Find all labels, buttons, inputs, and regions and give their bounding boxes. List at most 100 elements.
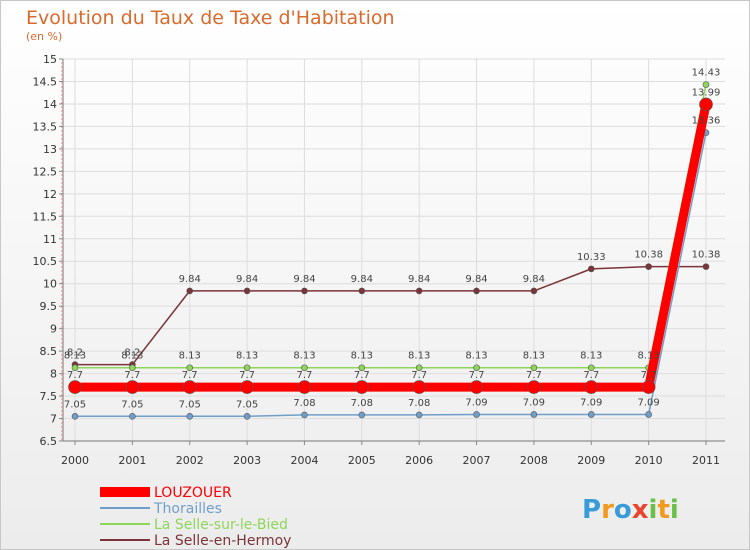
data-label: 8.13 — [351, 351, 373, 362]
series-2-point — [702, 81, 710, 88]
series-2-point — [415, 364, 423, 372]
chart-title: Evolution du Taux de Taxe d'Habitation — [26, 7, 395, 29]
data-label: 7.7 — [411, 370, 427, 381]
legend-label: La Selle-en-Hermoy — [154, 533, 291, 549]
y-tick-label: 14.5 — [33, 75, 58, 88]
series-2-point — [186, 364, 194, 372]
logo-letter: r — [601, 495, 614, 525]
series-1-point — [358, 411, 366, 419]
data-label: 8.13 — [179, 351, 201, 362]
y-tick-label: 7 — [50, 413, 57, 426]
x-tick-label: 2005 — [348, 454, 376, 467]
data-label: 7.7 — [354, 370, 370, 381]
x-tick-label: 2000 — [61, 454, 89, 467]
logo-letter: i — [670, 495, 679, 525]
data-label: 8.2 — [124, 348, 140, 359]
data-label: 7.7 — [239, 370, 255, 381]
series-0-point — [125, 380, 140, 394]
data-label: 7.05 — [121, 399, 143, 410]
series-0-point — [240, 380, 254, 394]
data-label: 7.08 — [408, 398, 430, 409]
series-3-point — [587, 265, 595, 273]
series-1-point — [530, 411, 538, 418]
series-3-point — [645, 263, 652, 270]
legend-label: Thorailles — [153, 501, 222, 517]
series-2-point — [530, 364, 538, 372]
series-0-point — [355, 380, 369, 394]
data-label: 13.36 — [692, 116, 721, 127]
data-label: 9.84 — [523, 274, 545, 285]
y-tick-label: 11 — [43, 233, 57, 246]
data-label: 8.13 — [638, 351, 660, 362]
y-tick-label: 9.5 — [40, 300, 58, 313]
logo-letter: x — [632, 495, 649, 525]
series-2-point — [358, 364, 366, 372]
data-label: 7.08 — [293, 398, 315, 409]
data-label: 10.38 — [692, 250, 721, 261]
series-line-2 — [75, 84, 707, 369]
y-tick-label: 10 — [43, 278, 57, 291]
series-3-point — [243, 287, 251, 295]
series-3-point — [415, 287, 423, 295]
series-0-point — [68, 380, 82, 394]
series-3-point — [473, 287, 480, 295]
x-tick-label: 2008 — [520, 454, 548, 467]
data-label: 9.84 — [351, 274, 373, 285]
series-2-point — [243, 364, 251, 372]
y-tick-label: 12.5 — [33, 165, 58, 178]
y-tick-label: 12 — [43, 188, 57, 201]
chart-subtitle: (en %) — [26, 30, 62, 43]
series-1-point — [186, 412, 194, 420]
y-tick-label: 9 — [50, 323, 57, 336]
y-tick-label: 6.5 — [40, 435, 58, 448]
data-label: 7.05 — [236, 399, 258, 410]
data-labels: 7.7 7.7 7.7 7.7 7.7 7.7 7.7 7.7 7.7 7.7 7.7 13.99 7.… — [64, 68, 720, 411]
x-tick-label: 2007 — [463, 454, 491, 467]
data-label: 9.84 — [408, 274, 430, 285]
data-label: 8.13 — [523, 351, 545, 362]
proxiti-logo: Proxiti — [582, 495, 679, 525]
x-tick-label: 2006 — [405, 454, 433, 467]
data-label: 8.13 — [580, 351, 602, 362]
logo-letter: i — [649, 495, 658, 525]
series-3-point — [530, 287, 538, 295]
y-tick-label: 7.5 — [40, 390, 58, 403]
series-0-point — [469, 380, 484, 394]
series-1-point — [473, 411, 480, 418]
series-1-point — [301, 411, 308, 419]
y-axis-ticks: 6.5 7 7.5 8 8.5 9 9.5 10 10.5 11 11.5 12 12.5 13 13.5 1… — [33, 53, 63, 448]
proxiti-wordmark: Proxiti — [582, 495, 679, 525]
series-0-point — [527, 380, 541, 394]
data-label: 7.05 — [179, 399, 201, 410]
data-label: 7.7 — [67, 370, 83, 381]
data-label: 7.08 — [351, 398, 373, 409]
x-axis-ticks: 2000 2001 2002 2003 2004 2005 2006 2007 2008 2009… — [61, 441, 720, 467]
logo-letter: P — [582, 495, 601, 525]
series-1-point — [645, 411, 652, 418]
series-3-point — [186, 287, 194, 295]
data-label: 7.09 — [523, 397, 545, 408]
y-tick-label: 13 — [43, 143, 57, 156]
x-tick-label: 2003 — [233, 454, 261, 467]
y-tick-label: 8 — [50, 368, 57, 381]
series-2-point — [473, 364, 480, 372]
y-tick-label: 13.5 — [33, 120, 58, 133]
legend-label: La Selle-sur-le-Bied — [154, 517, 288, 533]
series-2-point — [301, 364, 308, 372]
data-label: 10.33 — [577, 252, 606, 263]
series-0-point — [641, 380, 656, 394]
data-label: 13.99 — [692, 87, 721, 98]
series-0-point — [584, 380, 599, 394]
series-3-point — [358, 287, 366, 295]
series-1-point — [129, 412, 136, 420]
data-label: 10.38 — [634, 250, 663, 261]
series-2-point — [71, 364, 79, 372]
x-tick-label: 2001 — [118, 454, 146, 467]
series-2-point — [129, 364, 136, 372]
data-label: 7.09 — [465, 397, 487, 408]
data-label: 8.13 — [236, 351, 258, 362]
data-label: 7.7 — [641, 370, 657, 381]
series-3-point — [702, 263, 710, 270]
series-group — [68, 81, 713, 420]
